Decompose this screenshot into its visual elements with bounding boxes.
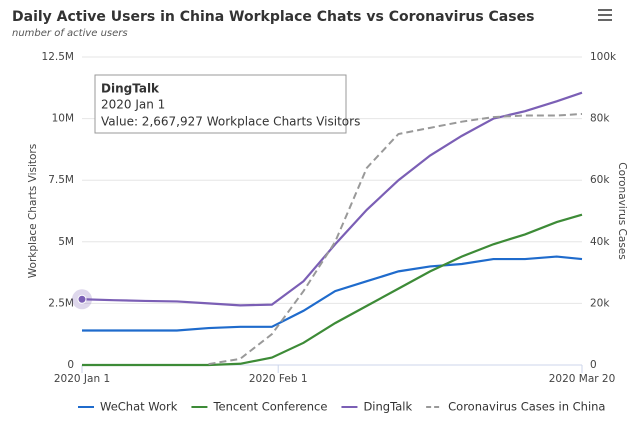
y2-tick-label: 20k [590,297,610,309]
y-axis-title: Workplace Charts Visitors [27,144,39,278]
y-tick-label: 7.5M [48,174,74,186]
x-tick-label: 2020 Jan 1 [54,373,110,385]
legend-item[interactable]: Tencent Conference [191,400,327,414]
y-tick-label: 2.5M [48,297,74,309]
chart-title: Daily Active Users in China Workplace Ch… [12,9,534,25]
menu-icon[interactable] [598,9,612,21]
series-line [82,213,583,367]
chart-subtitle: number of active users [12,28,128,39]
y2-tick-label: 0 [590,359,597,371]
legend-item[interactable]: WeChat Work [78,400,178,414]
y2-tick-label: 40k [590,236,610,248]
x-tick-label: 2020 Mar 20 [549,373,616,385]
y-tick-label: 12.5M [42,51,74,63]
y-tick-label: 10M [52,113,74,125]
y2-tick-label: 60k [590,174,610,186]
series-line [208,112,583,366]
tooltip-title: DingTalk [101,82,160,96]
y2-tick-label: 100k [590,51,617,63]
hover-point [77,294,87,304]
tooltip-date: 2020 Jan 1 [101,98,165,112]
tooltip-box [94,74,347,134]
legend-item[interactable]: DingTalk [341,400,412,414]
tooltip: DingTalk 2020 Jan 1 Value: 2,667,927 Workp… [94,74,360,134]
y-tick-label: 5M [58,236,74,248]
tooltip-value: Value: 2,667,927 Workplace Charts Visito… [101,115,360,129]
y2-axis-title: Coronavirus Cases [616,162,628,259]
series-line [82,255,583,332]
legend-label: Tencent Conference [212,400,327,414]
x-tick-label: 2020 Feb 1 [249,373,308,385]
legend-item[interactable]: Coronavirus Cases in China [426,400,605,414]
y-tick-label: 0 [67,359,74,371]
y2-tick-label: 80k [590,113,610,125]
legend-label: WeChat Work [100,400,178,414]
legend-label: Coronavirus Cases in China [448,400,605,414]
legend-label: DingTalk [363,400,412,414]
